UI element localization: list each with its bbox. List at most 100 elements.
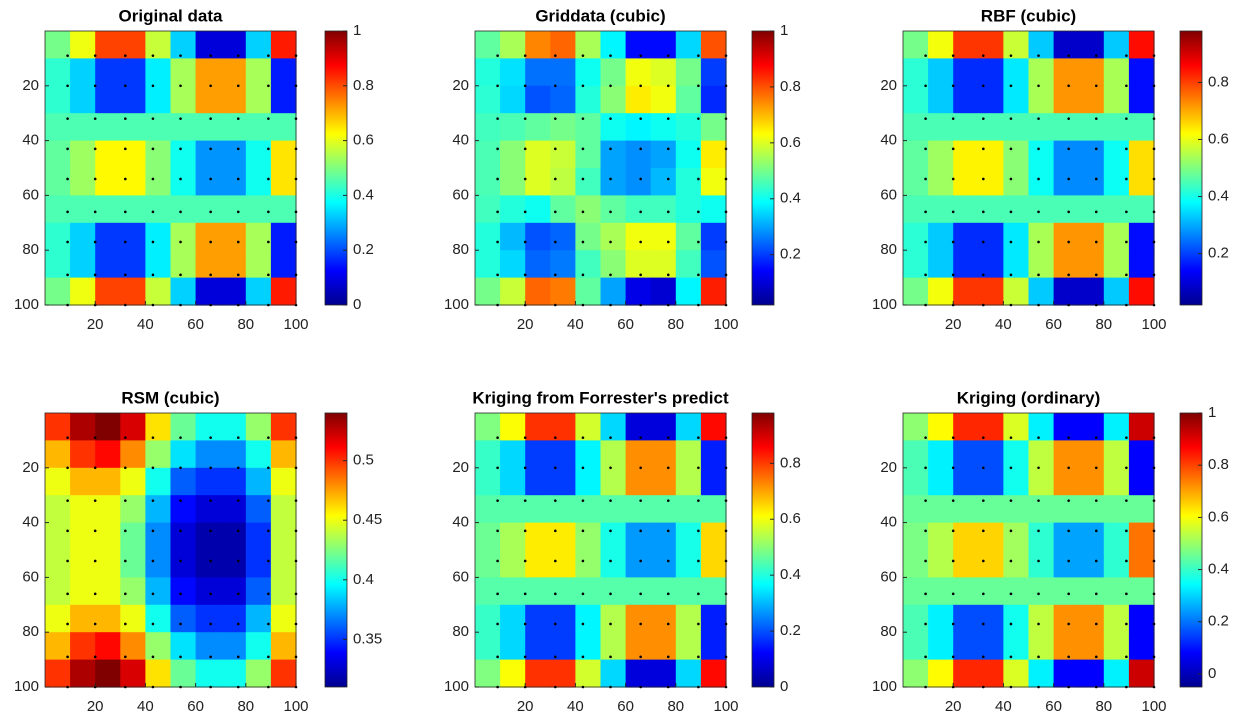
heat-cell xyxy=(575,495,602,524)
sample-point xyxy=(294,436,298,439)
heat-cell xyxy=(675,577,702,606)
sample-point xyxy=(1094,592,1098,596)
heat-cell xyxy=(953,168,979,196)
sample-point xyxy=(66,559,69,563)
heat-cell xyxy=(95,604,121,633)
heat-cell xyxy=(1053,250,1080,279)
heat-cell xyxy=(1053,467,1080,496)
sample-point xyxy=(1037,655,1040,659)
heat-cell xyxy=(1003,632,1030,661)
heat-cell xyxy=(145,577,172,606)
sample-point xyxy=(1009,210,1013,214)
sample-point xyxy=(697,177,700,181)
sample-point xyxy=(1037,240,1040,244)
heat-cell xyxy=(170,140,197,169)
y-tick-label: 60 xyxy=(880,186,897,203)
sample-point xyxy=(982,303,985,307)
sample-point xyxy=(1009,303,1013,307)
heat-cell xyxy=(195,168,222,196)
sample-point xyxy=(639,592,642,596)
heat-cell xyxy=(145,522,172,551)
sample-point xyxy=(496,499,499,502)
heat-cell xyxy=(500,250,526,279)
heat-cell xyxy=(1053,85,1080,114)
sample-point xyxy=(1094,622,1098,626)
heat-cell xyxy=(525,522,551,551)
colorbar-tick-label: 1 xyxy=(1208,404,1216,421)
sample-point xyxy=(1152,655,1156,659)
sample-point xyxy=(982,436,985,439)
sample-point xyxy=(697,54,700,57)
sample-point xyxy=(1094,273,1098,277)
y-tick-label: 80 xyxy=(452,241,469,258)
heat-cell xyxy=(1103,440,1130,469)
heat-cell xyxy=(220,467,247,496)
sample-point xyxy=(1125,559,1128,563)
heat-cell xyxy=(700,632,727,661)
sample-point xyxy=(666,622,670,626)
heat-cell xyxy=(650,577,677,606)
heat-cell xyxy=(700,195,727,224)
colorbar-tick-label: 0.2 xyxy=(1208,613,1229,630)
sample-point xyxy=(609,210,612,214)
heat-cell xyxy=(70,632,96,661)
heat-cell xyxy=(45,222,71,251)
heat-cell xyxy=(170,58,197,87)
heat-cell xyxy=(650,550,677,578)
sample-point xyxy=(982,210,985,214)
sample-point xyxy=(1152,240,1156,244)
heat-cell xyxy=(1028,467,1055,496)
sample-point xyxy=(924,685,927,689)
sample-point xyxy=(951,54,955,57)
y-tick-label: 60 xyxy=(22,568,39,585)
heat-cell xyxy=(1128,495,1155,524)
heat-cell xyxy=(500,632,526,661)
heat-cell xyxy=(170,604,197,633)
sample-point xyxy=(93,147,97,151)
sample-point xyxy=(697,655,700,659)
sample-point xyxy=(179,273,182,277)
heat-cell xyxy=(978,277,1004,306)
heat-cell xyxy=(195,632,222,661)
sample-point xyxy=(639,622,642,626)
sample-point xyxy=(236,210,240,214)
heat-cell xyxy=(95,31,121,59)
sample-point xyxy=(209,655,212,659)
heat-cell xyxy=(270,58,297,87)
sample-point xyxy=(581,240,585,244)
sample-point xyxy=(66,117,69,120)
y-tick-label: 20 xyxy=(22,459,39,476)
heat-cell xyxy=(1028,113,1055,142)
heat-cell xyxy=(45,31,71,59)
heat-cell xyxy=(1078,250,1105,279)
sample-point xyxy=(93,466,97,470)
chart-title: RBF (cubic) xyxy=(981,6,1076,25)
colorbar-tick-label: 1 xyxy=(353,22,361,39)
sample-point xyxy=(496,210,499,214)
heat-cell xyxy=(475,550,501,578)
heat-cell xyxy=(1128,113,1155,142)
sample-point xyxy=(523,210,527,214)
sample-point xyxy=(1152,436,1156,439)
heat-cell xyxy=(1078,277,1105,306)
sample-point xyxy=(1152,273,1156,277)
heat-cell xyxy=(928,440,954,469)
heat-cell xyxy=(245,604,272,633)
heat-cell xyxy=(1003,140,1030,169)
heat-cell xyxy=(270,222,297,251)
sample-point xyxy=(294,622,298,626)
sample-point xyxy=(697,436,700,439)
sample-point xyxy=(267,177,270,181)
heat-cell xyxy=(245,85,272,114)
sample-point xyxy=(179,177,182,181)
heat-cell xyxy=(675,250,702,279)
heat-cell xyxy=(600,31,627,59)
heat-cell xyxy=(1103,58,1130,87)
x-tick-label: 20 xyxy=(945,698,962,715)
heat-cell xyxy=(600,222,627,251)
sample-point xyxy=(581,559,585,563)
sample-point xyxy=(93,559,97,563)
heat-cell xyxy=(650,604,677,633)
heat-cell xyxy=(575,577,602,606)
y-tick-label: 20 xyxy=(452,459,469,476)
